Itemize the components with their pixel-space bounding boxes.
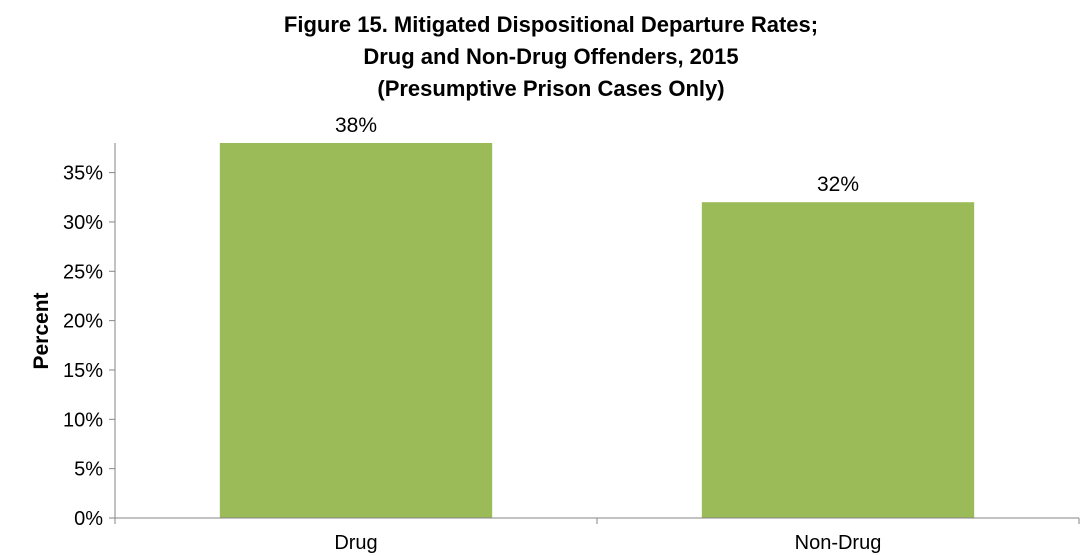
y-tick-label: 15% bbox=[63, 360, 103, 382]
y-tick-label: 20% bbox=[63, 311, 103, 333]
chart-title-line-3: (Presumptive Prison Cases Only) bbox=[377, 76, 724, 101]
plot-area: 38% Drug 32% Non-Drug 0% 5% 10% 15% 20% 25% 30% 35% bbox=[63, 114, 1080, 554]
chart-title: Figure 15. Mitigated Dispositional Depar… bbox=[284, 12, 818, 101]
y-tick-label: 35% bbox=[63, 163, 103, 185]
chart-title-line-1: Figure 15. Mitigated Dispositional Depar… bbox=[284, 12, 818, 37]
y-tick-label: 25% bbox=[63, 261, 103, 283]
x-tick-label: Drug bbox=[334, 532, 377, 554]
data-label: 32% bbox=[817, 173, 859, 196]
y-tick-label: 5% bbox=[74, 459, 103, 481]
chart-title-line-2: Drug and Non-Drug Offenders, 2015 bbox=[363, 44, 738, 69]
x-tick-label: Non-Drug bbox=[795, 532, 882, 554]
y-tick-label: 30% bbox=[63, 212, 103, 234]
bar-non-drug bbox=[701, 202, 975, 519]
y-tick-label: 0% bbox=[74, 508, 103, 530]
bar-drug bbox=[219, 143, 493, 518]
y-tick-label: 10% bbox=[63, 409, 103, 431]
data-label: 38% bbox=[335, 114, 377, 137]
y-axis-label: Percent bbox=[30, 292, 53, 369]
